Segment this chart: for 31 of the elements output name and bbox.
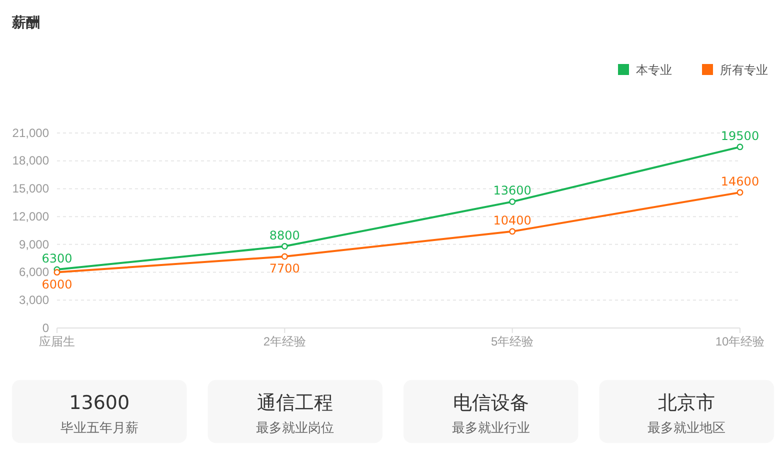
y-tick-label: 0 [42,320,50,335]
y-tick-label: 18,000 [12,154,50,168]
y-tick-label: 9,000 [18,237,50,252]
text: 13600 [69,392,130,414]
data-label: 10400 [493,213,532,228]
text: 毕业五年月薪 [60,421,138,436]
data-label: 19500 [720,128,760,143]
data-label: 6000 [42,277,72,292]
text: 最多就业行业 [452,421,530,436]
data-label: 6300 [42,252,72,266]
x-tick-label: 10年经验 [715,334,765,349]
data-label: 13600 [493,184,532,198]
data-label: 8800 [269,228,300,242]
chart-title: 薪酬 [11,15,40,31]
text: 最多就业地区 [648,421,726,436]
x-tick-label: 2年经验 [263,334,306,349]
text: 电信设备 [452,392,529,414]
x-tick-label: 5年经验 [490,334,534,349]
text: 通信工程 [257,392,334,414]
y-tick-label: 12,000 [12,209,50,224]
legend-label: 本专业 [636,63,672,77]
y-tick-label: 15,000 [12,182,50,196]
text: 北京市 [658,392,716,414]
data-label: 14600 [720,174,760,188]
y-tick-label: 3,000 [18,292,50,307]
y-tick-label: 6,000 [18,265,50,280]
y-tick-label: 21,000 [12,126,50,140]
text: 最多就业岗位 [256,421,334,436]
legend-label: 所有专业 [720,63,768,77]
x-tick-label: 应届生 [39,334,75,349]
data-label: 7700 [269,262,300,276]
